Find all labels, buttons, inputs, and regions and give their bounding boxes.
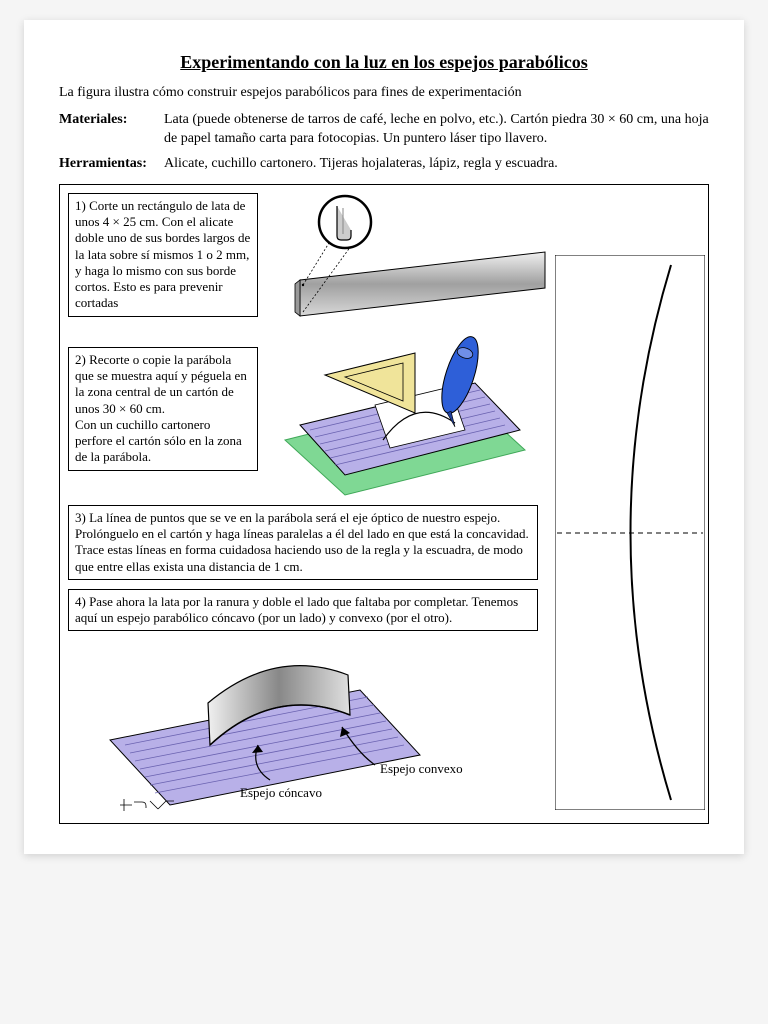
concave-label: Espejo cóncavo bbox=[240, 785, 322, 800]
materials-row: Materiales: Lata (puede obtenerse de tar… bbox=[59, 111, 709, 149]
step3-box: 3) La línea de puntos que se ve en la pa… bbox=[68, 505, 538, 580]
tools-label: Herramientas: bbox=[59, 155, 164, 174]
convex-label: Espejo convexo bbox=[380, 761, 463, 776]
intro-text: La figura ilustra cómo construir espejos… bbox=[59, 84, 709, 103]
page-title: Experimentando con la luz en los espejos… bbox=[59, 50, 709, 74]
step1-box: 1) Corte un rectángulo de lata de unos 4… bbox=[68, 193, 258, 317]
diagram-frame: 1) Corte un rectángulo de lata de unos 4… bbox=[59, 184, 709, 824]
materials-label: Materiales: bbox=[59, 111, 164, 149]
tools-row: Herramientas: Alicate, cuchillo cartoner… bbox=[59, 155, 709, 174]
step4-illustration: Espejo cóncavo Espejo convexo bbox=[90, 645, 530, 820]
materials-body: Lata (puede obtenerse de tarros de café,… bbox=[164, 111, 709, 149]
document-page: Experimentando con la luz en los espejos… bbox=[24, 20, 744, 854]
step2-box: 2) Recorte o copie la parábola que se mu… bbox=[68, 347, 258, 471]
parabola-template bbox=[555, 255, 705, 810]
step2-illustration bbox=[265, 335, 545, 505]
step1-illustration bbox=[265, 190, 555, 340]
tools-body: Alicate, cuchillo cartonero. Tijeras hoj… bbox=[164, 155, 709, 174]
step4-box: 4) Pase ahora la lata por la ranura y do… bbox=[68, 589, 538, 632]
